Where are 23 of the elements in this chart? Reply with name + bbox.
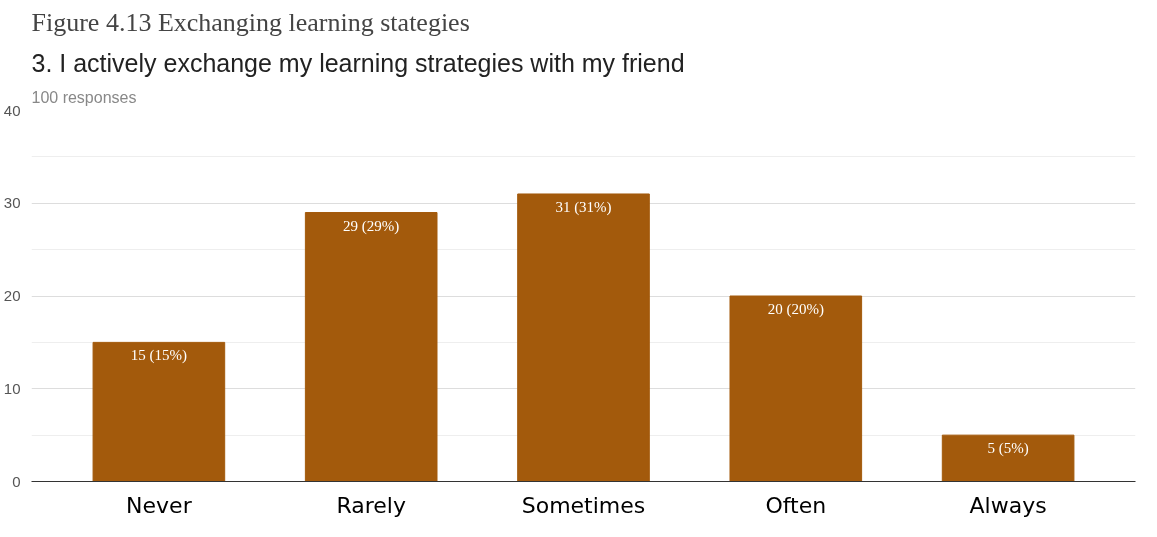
y-tick-label: 10 xyxy=(3,379,21,397)
chart-subtitle: 3. I actively exchange my learning strategies with my friend xyxy=(31,48,685,77)
text: 100 responses xyxy=(31,88,137,106)
bar xyxy=(92,341,226,482)
bar xyxy=(941,434,1075,482)
x-tick-label: Rarely xyxy=(336,492,406,518)
y-tick-label: 30 xyxy=(3,194,21,212)
x-tick-label: Sometimes xyxy=(521,492,646,518)
x-tick-label: Never xyxy=(126,492,193,518)
data-label: 31 (31%) xyxy=(555,198,612,216)
y-tick-label: 20 xyxy=(3,287,21,304)
bar xyxy=(729,295,863,482)
chart-title: Figure 4.13 Exchanging learning stategies xyxy=(31,7,470,37)
y-tick-label: 0 xyxy=(12,472,21,490)
data-label: 20 (20%) xyxy=(767,301,824,318)
bar xyxy=(304,212,438,482)
data-label: 15 (15%) xyxy=(130,347,188,365)
data-label: 5 (5%) xyxy=(987,440,1029,458)
bar xyxy=(517,193,650,482)
x-tick-label: Often xyxy=(765,492,827,518)
x-tick-label: Always xyxy=(969,492,1047,518)
y-tick-label: 40 xyxy=(3,101,21,119)
data-label: 29 (29%) xyxy=(343,217,400,235)
